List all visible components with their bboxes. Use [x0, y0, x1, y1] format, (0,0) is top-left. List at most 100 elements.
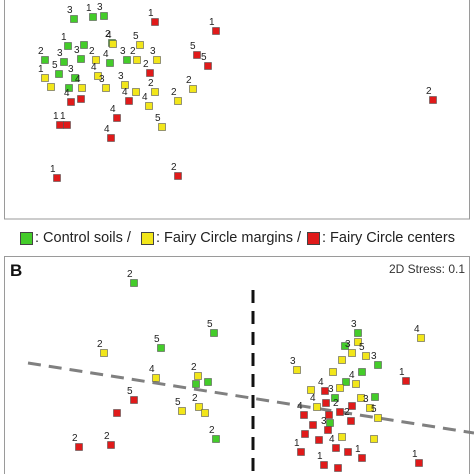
point-marker [41, 56, 49, 64]
point-marker [417, 334, 425, 342]
point-marker [331, 394, 339, 402]
point-marker [354, 338, 362, 346]
point-marker [41, 74, 49, 82]
point-label: 1 [148, 8, 154, 19]
point-marker [125, 97, 133, 105]
point-marker [325, 411, 333, 419]
point-marker [71, 74, 79, 82]
point-label: 3 [321, 416, 327, 427]
point-marker [89, 13, 97, 21]
point-label: 1 [294, 438, 300, 449]
point-marker [65, 84, 73, 92]
point-marker [146, 69, 154, 77]
point-marker [362, 352, 370, 360]
point-label: 3 [351, 319, 357, 330]
legend: : Control soils / : Fairy Circle margins… [0, 228, 474, 250]
point-label: 2 [344, 407, 350, 418]
point-label: 2 [192, 393, 198, 404]
panel-b-label: B [10, 261, 22, 280]
point-marker [195, 403, 203, 411]
point-marker [332, 444, 340, 452]
point-marker [297, 448, 305, 456]
point-label: 4 [349, 370, 355, 381]
point-marker [322, 399, 330, 407]
point-label: 4 [122, 87, 128, 98]
point-label: 2 [186, 75, 192, 86]
point-label: 3 [290, 356, 296, 367]
point-label: 3 [118, 71, 124, 82]
point-label: 5 [190, 41, 196, 52]
point-marker [371, 393, 379, 401]
point-label: 2 [148, 78, 154, 89]
point-marker [151, 88, 159, 96]
point-marker [151, 18, 159, 26]
diagonal-dashed-divider [27, 361, 474, 435]
point-label: 2 [127, 269, 133, 280]
point-label: 4 [142, 92, 148, 103]
point-marker [415, 459, 423, 467]
point-marker [107, 441, 115, 449]
point-label: 3 [57, 48, 63, 59]
legend-swatch-green [20, 231, 33, 245]
point-marker [358, 368, 366, 376]
point-marker [55, 70, 63, 78]
point-marker [152, 374, 160, 382]
point-marker [174, 172, 182, 180]
point-label: 3 [363, 394, 369, 405]
point-label: 1 [399, 367, 405, 378]
legend-swatch-red [307, 231, 320, 245]
point-marker [132, 88, 140, 96]
point-marker [102, 84, 110, 92]
point-marker [336, 384, 344, 392]
point-label: 5 [133, 31, 139, 42]
point-label: 1 [53, 111, 59, 122]
point-marker [320, 461, 328, 469]
point-marker [347, 417, 355, 425]
stress-label: 2D Stress: 0.1 [389, 262, 465, 276]
point-label: 2 [191, 362, 197, 373]
point-marker [194, 372, 202, 380]
point-marker [315, 436, 323, 444]
point-label: 2 [105, 29, 111, 40]
point-marker [192, 380, 200, 388]
point-marker [109, 40, 117, 48]
point-marker [313, 403, 321, 411]
point-label: 3 [74, 45, 80, 56]
point-marker [47, 83, 55, 91]
point-label: 2 [38, 46, 44, 57]
point-label: 2 [130, 46, 136, 57]
point-label: 5 [371, 404, 377, 415]
point-marker [77, 95, 85, 103]
point-label: 5 [207, 319, 213, 330]
point-marker [78, 84, 86, 92]
point-marker [64, 42, 72, 50]
panel-a-frame [4, 0, 470, 220]
point-marker [338, 433, 346, 441]
point-label: 4 [149, 364, 155, 375]
point-marker [56, 121, 64, 129]
point-label: 2 [171, 87, 177, 98]
point-label: 2 [104, 431, 110, 442]
point-label: 2 [171, 162, 177, 173]
point-label: 4 [75, 74, 81, 85]
point-marker [106, 59, 114, 67]
point-label: 1 [209, 17, 215, 28]
point-label: 3 [99, 74, 105, 85]
point-marker [121, 81, 129, 89]
point-label: 2 [209, 425, 215, 436]
point-marker [75, 443, 83, 451]
point-label: 4 [64, 88, 70, 99]
point-marker [113, 114, 121, 122]
point-marker [358, 454, 366, 462]
point-label: 2 [143, 59, 149, 70]
point-label: 2 [97, 339, 103, 350]
point-marker [92, 56, 100, 64]
point-label: 1 [38, 64, 44, 75]
point-marker [301, 430, 309, 438]
point-marker [342, 378, 350, 386]
point-marker [178, 407, 186, 415]
point-marker [324, 426, 332, 434]
